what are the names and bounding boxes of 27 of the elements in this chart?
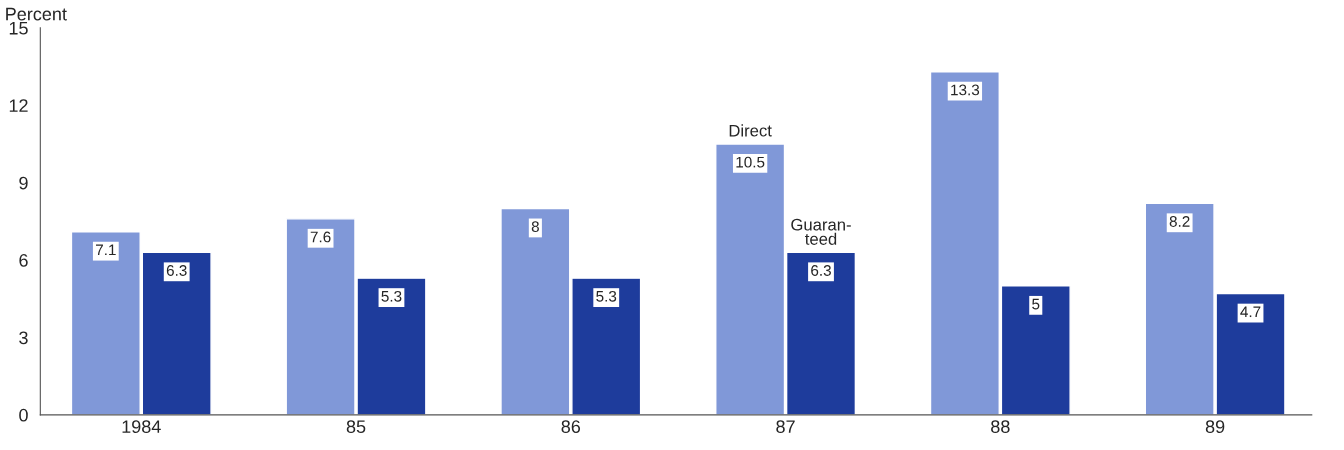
x-tick-label: 86 [561,420,581,434]
data-label: 10.5 [736,156,765,168]
y-axis-title: Percent [6,7,67,21]
y-tick-label: 6 [19,254,28,267]
y-tick-label: 3 [19,331,28,345]
annotation: Guaran- teed [791,218,851,245]
data-label: 6.3 [166,265,187,276]
y-tick-label: 0 [19,408,28,422]
x-tick-label: 1984 [122,420,161,434]
y-tick-label: 12 [9,99,28,112]
data-label: 5.3 [381,290,402,302]
data-label: 7.6 [310,231,331,243]
y-tick-label: 9 [19,176,28,190]
data-label: 13.3 [951,84,980,96]
annotation: Direct [729,124,772,137]
x-tick-label: 89 [1205,420,1225,434]
data-label: 6.3 [811,265,831,276]
data-label: 8.2 [1169,216,1190,227]
data-label: 4.7 [1240,306,1261,318]
y-tick-label: 15 [9,22,28,35]
x-tick-label: 87 [776,420,795,434]
data-label: 5.3 [596,290,617,302]
x-tick-label: 85 [346,420,366,434]
x-tick-label: 88 [991,420,1010,434]
data-label: 8 [531,221,539,233]
data-label: 5 [1032,298,1040,310]
data-label: 7.1 [95,244,116,256]
